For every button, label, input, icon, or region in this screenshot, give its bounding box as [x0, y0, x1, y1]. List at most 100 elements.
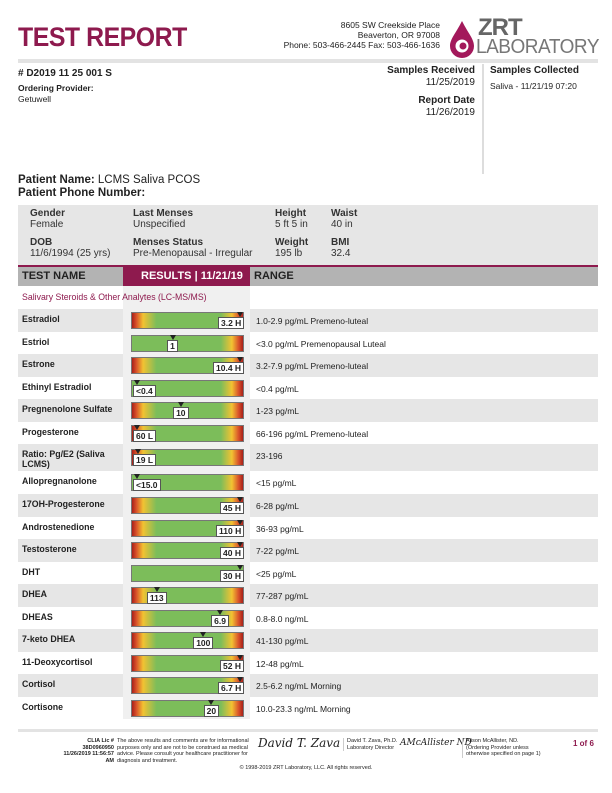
result-value: 10.4 H [213, 362, 245, 374]
field-label: BMI [331, 237, 350, 248]
test-name: Estrone [22, 359, 55, 369]
table-header: TEST NAME RANGE [18, 265, 598, 286]
table-row: 17OH-Progesterone 45 H 6-28 pg/mL [18, 494, 598, 517]
result-gauge: 60 L [131, 424, 244, 442]
test-name: DHEA [22, 589, 47, 599]
result-value: 100 [193, 637, 214, 649]
reference-range: 1.0-2.9 pg/mL Premeno-luteal [256, 316, 369, 326]
section-title: Salivary Steroids & Other Analytes (LC-M… [22, 292, 207, 303]
address-line: Beaverton, OR 97008 [357, 30, 440, 40]
result-value: 52 H [220, 659, 244, 672]
marker-icon [133, 424, 140, 430]
reference-range: 2.5-6.2 ng/mL Morning [256, 681, 342, 691]
field-label: Height [275, 208, 307, 219]
col-range: RANGE [254, 270, 294, 282]
provider-note: (Ordering Provider unless otherwise spec… [466, 744, 541, 758]
test-name: Allopregnanolone [22, 476, 97, 486]
director-info: David T. Zava, Ph.D. Laboratory Director [343, 738, 397, 751]
test-name: Pregnenolone Sulfate [22, 404, 113, 414]
last-menses-field: Last Menses Unspecified [133, 208, 193, 230]
table-row: Allopregnanolone <15.0 <15 pg/mL [18, 471, 598, 494]
table-row: DHT 30 H <25 pg/mL [18, 561, 598, 584]
result-value: 40 H [220, 547, 244, 559]
reference-range: <3.0 pg/mL Premenopausal Luteal [256, 338, 386, 349]
zrt-logo: ZRT LABORATORY [448, 14, 599, 59]
provider-name: Alison McAllister, ND. [466, 738, 519, 744]
test-name: 7-keto DHEA [22, 634, 76, 644]
lab-phone: Phone: 503-466-2445 Fax: 503-466-1636 [283, 40, 440, 50]
result-gauge: 113 [131, 587, 244, 604]
marker-icon [237, 564, 244, 570]
table-row: Estradiol 3.2 H 1.0-2.9 pg/mL Premeno-lu… [18, 309, 598, 332]
field-value: 40 in [331, 219, 353, 230]
marker-icon [237, 654, 244, 660]
result-value: 45 H [220, 502, 244, 514]
result-gauge: 3.2 H [131, 312, 245, 329]
table-row: Testosterone 40 H 7-22 pg/mL [18, 539, 598, 562]
marker-icon [237, 312, 244, 317]
result-value: 19 L [133, 454, 157, 466]
field-label: Gender [30, 208, 66, 219]
ordering-provider: Getuwell [18, 94, 52, 104]
test-name: DHT [22, 566, 41, 577]
table-row: Progesterone 60 L 66-196 pg/mL Premeno-l… [18, 421, 598, 444]
field-label: Waist [331, 208, 358, 219]
reference-range: 3.2-7.9 pg/mL Premeno-luteal [256, 361, 369, 371]
result-gauge: 10 [131, 402, 244, 419]
test-name: Ethinyl Estradiol [22, 381, 92, 392]
result-gauge: 52 H [131, 654, 244, 672]
report-date: 11/26/2019 [425, 107, 475, 118]
result-gauge: 1 [131, 334, 244, 352]
page-number: 1 of 6 [573, 739, 594, 748]
patient-phone-label: Patient Phone Number: [18, 187, 146, 199]
field-value: 195 lb [275, 248, 303, 259]
result-value: 3.2 H [218, 317, 245, 329]
marker-icon [237, 519, 244, 525]
divider [482, 64, 484, 174]
table-row: Ethinyl Estradiol <0.4 <0.4 pg/mL [18, 376, 598, 399]
samples-received-label: Samples Received [387, 65, 475, 76]
result-value: <0.4 [133, 384, 156, 397]
director-name: David T. Zava, Ph.D. [347, 738, 398, 744]
field-label: Last Menses [133, 208, 194, 219]
result-gauge: 100 [131, 632, 244, 649]
patient-name-value: LCMS Saliva PCOS [97, 174, 201, 186]
result-value: 113 [146, 592, 167, 604]
table-row: Pregnenolone Sulfate 10 1-23 pg/mL [18, 399, 598, 422]
reference-range: 1-23 pg/mL [256, 406, 299, 416]
result-value: 6.9 [211, 614, 229, 627]
result-gauge: 30 H [131, 564, 244, 582]
result-value: 6.7 H [218, 682, 245, 694]
result-gauge: 6.7 H [131, 677, 245, 694]
report-date-label: Report Date [418, 95, 475, 106]
test-name: Cortisone [22, 701, 64, 712]
reference-range: 6-28 pg/mL [256, 501, 299, 511]
gender-field: Gender Female [30, 208, 65, 230]
waist-field: Waist 40 in [331, 208, 357, 230]
field-label: Menses Status [133, 237, 204, 248]
table-row: 11-Deoxycortisol 52 H 12-48 pg/mL [18, 651, 598, 674]
marker-icon [237, 677, 244, 682]
test-name: Estradiol [22, 314, 60, 324]
table-row: Estriol 1 <3.0 pg/mL Premenopausal Lutea… [18, 331, 598, 354]
provider-info: Alison McAllister, ND. (Ordering Provider… [462, 738, 542, 758]
printed-time: 11/26/2019 11:56:57 AM [63, 751, 114, 764]
marker-icon [237, 497, 244, 502]
field-value: Pre-Menopausal - Irregular [133, 248, 253, 259]
result-value: 20 [203, 704, 220, 717]
result-gauge: 6.9 [131, 609, 244, 627]
drop-logo-icon [450, 21, 474, 58]
samples-collected-label: Samples Collected [490, 65, 579, 76]
reference-range: <15 pg/mL [256, 478, 297, 488]
disclaimer: The above results and comments are for i… [117, 738, 249, 764]
table-row: DHEAS 6.9 0.8-8.0 ng/mL [18, 606, 598, 629]
provider-signature: AMcAllister ND [400, 738, 472, 748]
result-gauge: <15.0 [131, 474, 244, 491]
field-value: 11/6/1994 (25 yrs) [30, 248, 111, 259]
reference-range: <25 pg/mL [256, 568, 297, 579]
clia-info: CLIA Lic # 38D0960950 11/26/2019 11:56:57… [62, 738, 114, 764]
reference-range: 66-196 pg/mL Premeno-luteal [256, 428, 369, 439]
reference-range: 0.8-8.0 ng/mL [256, 613, 309, 624]
clia-number: CLIA Lic # 38D0960950 [82, 738, 114, 751]
marker-icon [134, 449, 141, 454]
